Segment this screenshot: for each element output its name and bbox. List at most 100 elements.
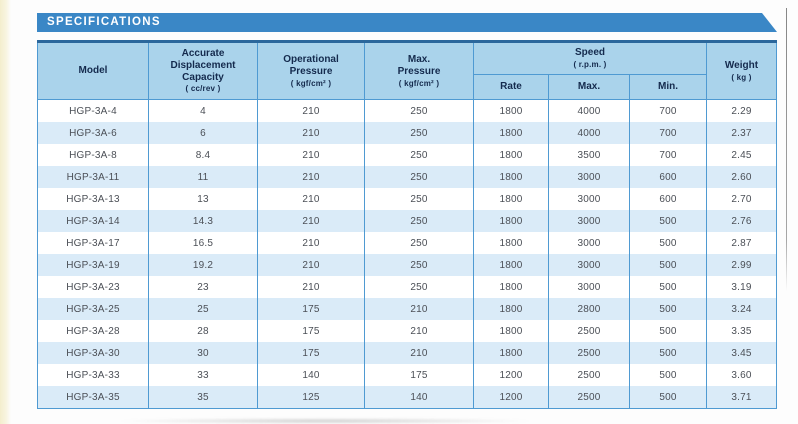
cell-operational-pressure: 210 <box>257 210 365 232</box>
cell-speed-min: 500 <box>629 364 707 386</box>
cell-speed-max: 2800 <box>548 298 630 320</box>
col-header-displacement-capacity: Accurate Displacement Capacity ( cc/rev … <box>148 41 258 100</box>
cell-speed-max: 4000 <box>548 122 630 144</box>
cell-max-pressure: 250 <box>364 254 474 276</box>
cell-speed-min: 700 <box>629 99 707 122</box>
col-header-operational-pressure-label: Operational Pressure <box>283 53 339 77</box>
page-bottom-shadow <box>120 418 530 424</box>
col-header-weight-label: Weight <box>724 59 759 71</box>
table-row: HGP-3A-14 14.3 210 250 1800 3000 500 2.76 <box>37 210 777 232</box>
cell-displacement-capacity: 19.2 <box>148 254 258 276</box>
cell-operational-pressure: 210 <box>257 254 365 276</box>
cell-displacement-capacity: 28 <box>148 320 258 342</box>
cell-weight: 3.19 <box>706 276 777 298</box>
col-header-model-label: Model <box>78 65 108 77</box>
cell-speed-min: 500 <box>629 210 707 232</box>
cell-model: HGP-3A-19 <box>37 254 149 276</box>
cell-speed-rate: 1800 <box>473 320 549 342</box>
cell-model: HGP-3A-25 <box>37 298 149 320</box>
cell-weight: 2.45 <box>706 144 777 166</box>
cell-speed-rate: 1200 <box>473 386 549 409</box>
cell-displacement-capacity: 6 <box>148 122 258 144</box>
cell-max-pressure: 250 <box>364 232 474 254</box>
cell-speed-max: 3000 <box>548 276 630 298</box>
cell-displacement-capacity: 13 <box>148 188 258 210</box>
cell-displacement-capacity: 33 <box>148 364 258 386</box>
table-row: HGP-3A-23 23 210 250 1800 3000 500 3.19 <box>37 276 777 298</box>
cell-model: HGP-3A-17 <box>37 232 149 254</box>
table-row: HGP-3A-11 11 210 250 1800 3000 600 2.60 <box>37 166 777 188</box>
col-header-operational-pressure-unit: ( kgf/cm² ) <box>290 78 332 88</box>
table-body: HGP-3A-4 4 210 250 1800 4000 700 2.29 HGP-3A-6 6 2… <box>37 99 777 409</box>
cell-operational-pressure: 210 <box>257 232 365 254</box>
cell-model: HGP-3A-28 <box>37 320 149 342</box>
cell-model: HGP-3A-4 <box>37 99 149 122</box>
cell-model: HGP-3A-14 <box>37 210 149 232</box>
cell-speed-min: 500 <box>629 342 707 364</box>
cell-operational-pressure: 175 <box>257 320 365 342</box>
cell-model: HGP-3A-6 <box>37 122 149 144</box>
col-header-speed-min: Min. <box>629 74 707 100</box>
section-title: SPECIFICATIONS <box>47 16 161 28</box>
table-row: HGP-3A-4 4 210 250 1800 4000 700 2.29 <box>37 99 777 122</box>
cell-speed-max: 2500 <box>548 320 630 342</box>
cell-weight: 3.60 <box>706 364 777 386</box>
table-row: HGP-3A-8 8.4 210 250 1800 3500 700 2.45 <box>37 144 777 166</box>
cell-displacement-capacity: 35 <box>148 386 258 409</box>
table-row: HGP-3A-19 19.2 210 250 1800 3000 500 2.99 <box>37 254 777 276</box>
cell-model: HGP-3A-35 <box>37 386 149 409</box>
cell-speed-rate: 1800 <box>473 342 549 364</box>
cell-speed-max: 2500 <box>548 386 630 409</box>
col-header-speed-max: Max. <box>548 74 630 100</box>
cell-weight: 3.35 <box>706 320 777 342</box>
page-left-edge-decoration <box>0 0 11 424</box>
cell-max-pressure: 250 <box>364 188 474 210</box>
cell-max-pressure: 175 <box>364 364 474 386</box>
cell-speed-rate: 1800 <box>473 99 549 122</box>
cell-speed-max: 2500 <box>548 342 630 364</box>
cell-max-pressure: 250 <box>364 210 474 232</box>
cell-model: HGP-3A-33 <box>37 364 149 386</box>
table-row: HGP-3A-28 28 175 210 1800 2500 500 3.35 <box>37 320 777 342</box>
table-row: HGP-3A-35 35 125 140 1200 2500 500 3.71 <box>37 386 777 409</box>
cell-max-pressure: 210 <box>364 298 474 320</box>
cell-displacement-capacity: 30 <box>148 342 258 364</box>
col-header-speed-group: Speed ( r.p.m. ) <box>473 41 707 75</box>
cell-weight: 2.87 <box>706 232 777 254</box>
table-header: Model Accurate Displacement Capacity ( c… <box>37 41 777 100</box>
cell-speed-max: 3000 <box>548 232 630 254</box>
cell-model: HGP-3A-11 <box>37 166 149 188</box>
col-header-speed-label: Speed <box>574 47 605 59</box>
cell-max-pressure: 250 <box>364 276 474 298</box>
cell-speed-rate: 1800 <box>473 188 549 210</box>
cell-model: HGP-3A-30 <box>37 342 149 364</box>
cell-speed-max: 3000 <box>548 210 630 232</box>
table-row: HGP-3A-33 33 140 175 1200 2500 500 3.60 <box>37 364 777 386</box>
cell-speed-max: 4000 <box>548 99 630 122</box>
cell-operational-pressure: 140 <box>257 364 365 386</box>
cell-speed-rate: 1800 <box>473 232 549 254</box>
cell-speed-rate: 1200 <box>473 364 549 386</box>
cell-speed-max: 3000 <box>548 166 630 188</box>
specifications-table: Model Accurate Displacement Capacity ( c… <box>37 40 777 409</box>
cell-weight: 2.60 <box>706 166 777 188</box>
col-header-weight: Weight ( kg ) <box>706 41 777 100</box>
cell-operational-pressure: 210 <box>257 144 365 166</box>
cell-displacement-capacity: 25 <box>148 298 258 320</box>
cell-weight: 3.24 <box>706 298 777 320</box>
cell-operational-pressure: 210 <box>257 122 365 144</box>
cell-speed-min: 600 <box>629 188 707 210</box>
table-row: HGP-3A-25 25 175 210 1800 2800 500 3.24 <box>37 298 777 320</box>
cell-displacement-capacity: 8.4 <box>148 144 258 166</box>
cell-displacement-capacity: 4 <box>148 99 258 122</box>
cell-weight: 2.37 <box>706 122 777 144</box>
cell-speed-rate: 1800 <box>473 276 549 298</box>
cell-speed-min: 600 <box>629 166 707 188</box>
cell-operational-pressure: 210 <box>257 188 365 210</box>
cell-max-pressure: 250 <box>364 99 474 122</box>
col-header-model: Model <box>37 41 149 100</box>
table-row: HGP-3A-13 13 210 250 1800 3000 600 2.70 <box>37 188 777 210</box>
cell-speed-rate: 1800 <box>473 210 549 232</box>
cell-operational-pressure: 125 <box>257 386 365 409</box>
